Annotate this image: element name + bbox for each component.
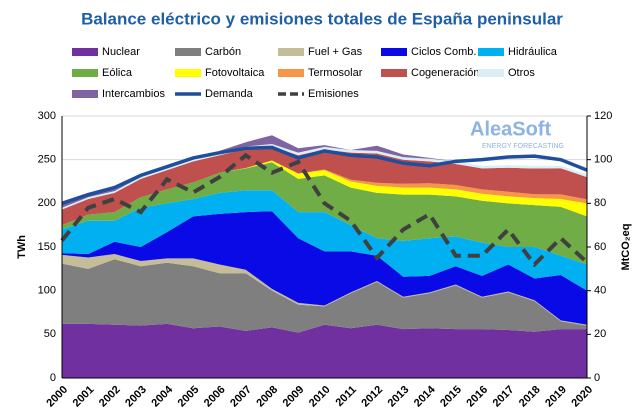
x-tick-label: 2000 xyxy=(44,384,70,410)
x-tick-label: 2005 xyxy=(176,384,202,410)
legend-label: Intercambios xyxy=(102,88,165,100)
x-tick-label: 2018 xyxy=(517,384,543,410)
area xyxy=(62,259,587,333)
legend-label: Otros xyxy=(508,67,535,79)
x-tick-label: 2012 xyxy=(359,384,385,410)
legend-swatch xyxy=(175,69,201,77)
area xyxy=(62,323,587,378)
x-tick-label: 2003 xyxy=(123,384,149,410)
legend-label: Emisiones xyxy=(308,88,359,100)
x-tick-label: 2010 xyxy=(307,384,333,410)
x-tick-label: 2017 xyxy=(491,384,517,410)
area xyxy=(62,190,587,291)
x-tick-label: 2008 xyxy=(254,384,280,410)
legend-label: Cogeneración xyxy=(411,67,480,79)
legend-label: Nuclear xyxy=(102,46,140,58)
area xyxy=(62,160,587,226)
y2-tick-label: 80 xyxy=(594,197,606,209)
legend-label: Termosolar xyxy=(308,67,363,79)
x-tick-label: 2013 xyxy=(386,384,412,410)
legend-swatch xyxy=(381,48,407,56)
legend-label: Demanda xyxy=(205,88,254,100)
y2-tick-label: 40 xyxy=(594,285,606,297)
y-axis-label: TWh xyxy=(16,235,28,259)
y-tick-label: 250 xyxy=(38,154,56,166)
legend-swatch xyxy=(478,69,504,77)
y-tick-label: 100 xyxy=(38,285,56,297)
x-tick-label: 2009 xyxy=(281,384,307,410)
legend-label: Ciclos Comb. xyxy=(411,46,476,58)
legend-swatch xyxy=(278,69,304,77)
x-tick-label: 2007 xyxy=(228,384,254,410)
x-tick-label: 2014 xyxy=(412,383,438,409)
legend-label: Eólica xyxy=(102,67,133,79)
y-tick-label: 300 xyxy=(38,110,56,122)
legend-label: Fuel + Gas xyxy=(308,46,363,58)
logo-tagline: ENERGY FORECASTING xyxy=(482,143,564,150)
x-tick-label: 2002 xyxy=(97,384,123,410)
y2-tick-label: 20 xyxy=(594,328,606,340)
line xyxy=(61,145,588,205)
y2-tick-label: 120 xyxy=(594,110,612,122)
y2-tick-label: 100 xyxy=(594,154,612,166)
legend-swatch xyxy=(72,69,98,77)
x-tick-label: 2020 xyxy=(569,384,595,410)
x-tick-label: 2016 xyxy=(464,384,490,410)
legend-swatch xyxy=(278,48,304,56)
y-tick-label: 150 xyxy=(38,241,56,253)
x-tick-label: 2011 xyxy=(334,384,359,409)
x-tick-label: 2004 xyxy=(149,383,175,409)
x-tick-label: 2006 xyxy=(202,384,228,410)
chart-title: Balance eléctrico y emisiones totales de… xyxy=(81,9,563,28)
legend-label: Hidráulica xyxy=(508,46,558,58)
area xyxy=(62,143,587,210)
legend-swatch xyxy=(478,48,504,56)
y-tick-label: 200 xyxy=(38,197,56,209)
area xyxy=(62,146,587,226)
legend-swatch xyxy=(72,90,98,98)
legend-swatch xyxy=(381,69,407,77)
x-tick-label: 2019 xyxy=(543,384,569,410)
y2-tick-label: 60 xyxy=(594,241,606,253)
area xyxy=(62,160,587,226)
area xyxy=(62,211,587,325)
y-tick-label: 50 xyxy=(44,328,56,340)
x-tick-label: 2015 xyxy=(438,384,464,410)
legend-label: Carbón xyxy=(205,46,241,58)
y-tick-label: 0 xyxy=(50,372,56,384)
x-tick-label: 2001 xyxy=(71,384,97,410)
y2-axis-label: MtCO₂eq xyxy=(620,223,632,270)
legend-swatch xyxy=(175,48,201,56)
area xyxy=(62,162,587,265)
line xyxy=(60,152,589,268)
legend-label: Fotovoltaica xyxy=(205,67,265,79)
logo-name: AleaSoft xyxy=(470,118,551,140)
legend-swatch xyxy=(72,48,98,56)
y2-tick-label: 0 xyxy=(594,372,600,384)
